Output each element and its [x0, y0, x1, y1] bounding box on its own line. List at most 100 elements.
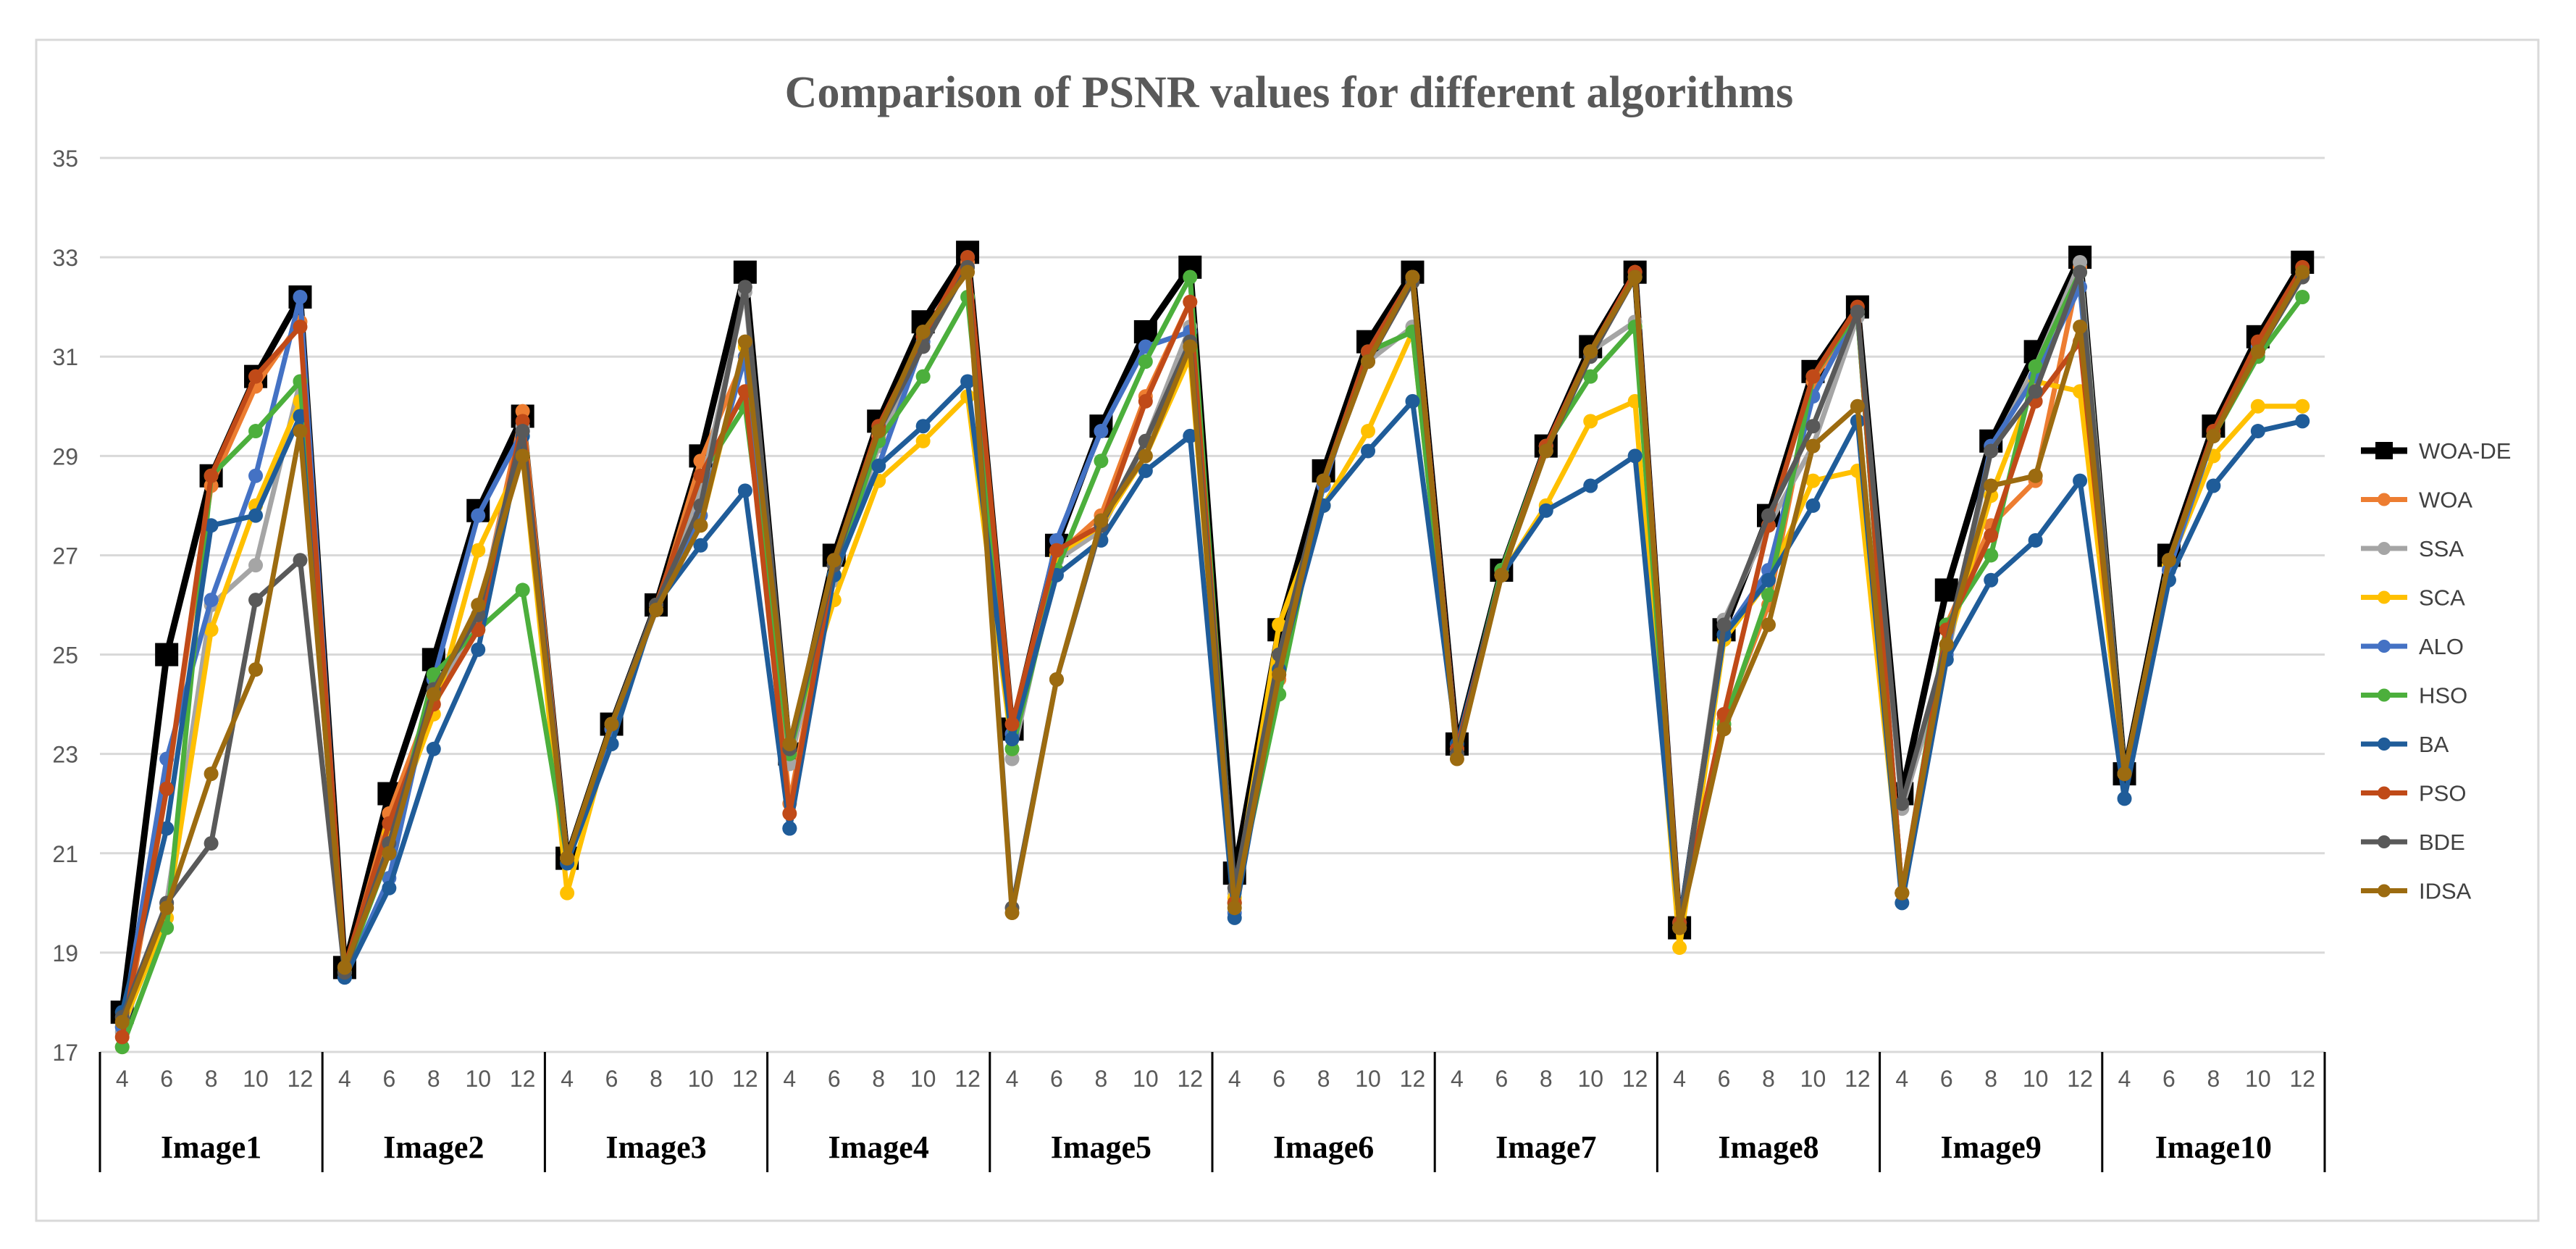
data-point: [204, 622, 219, 638]
x-tick-label: 10: [1355, 1066, 1381, 1092]
x-tick-label: 10: [1133, 1066, 1159, 1092]
data-point: [204, 518, 219, 533]
data-point: [114, 1014, 130, 1029]
data-point: [293, 319, 308, 335]
y-tick-label: 29: [52, 443, 78, 469]
data-point: [471, 642, 486, 657]
data-point: [1449, 751, 1464, 766]
data-point: [1183, 294, 1198, 309]
data-point: [1361, 354, 1376, 369]
data-point: [1094, 454, 1109, 469]
x-tick-label: 4: [338, 1066, 351, 1092]
group-label: Image5: [1051, 1129, 1151, 1165]
legend-label: SCA: [2419, 585, 2465, 611]
x-tick-label: 6: [605, 1066, 618, 1092]
data-point: [960, 374, 976, 389]
data-point: [1761, 588, 1776, 603]
data-point: [560, 851, 575, 866]
data-point: [2028, 359, 2043, 374]
x-tick-label: 10: [910, 1066, 936, 1092]
data-point: [515, 448, 530, 464]
data-point: [1272, 617, 1287, 632]
data-point: [1984, 443, 1999, 459]
x-tick-label: 4: [116, 1066, 129, 1092]
data-point: [159, 781, 175, 796]
y-tick-label: 23: [52, 742, 78, 768]
x-tick-label: 6: [1495, 1066, 1508, 1092]
data-point: [204, 766, 219, 782]
x-tick-label: 6: [828, 1066, 841, 1092]
data-point: [2028, 384, 2043, 399]
legend-marker: [2378, 738, 2391, 751]
data-point: [915, 419, 931, 434]
x-tick-label: 8: [2207, 1066, 2220, 1092]
series-IDSA: [114, 264, 2310, 1029]
data-point: [1227, 901, 1242, 916]
data-point: [114, 1029, 130, 1045]
data-point: [1316, 473, 1331, 488]
data-point: [1761, 572, 1776, 588]
data-point: [1583, 414, 1598, 429]
data-point: [2295, 289, 2310, 304]
data-point: [1805, 438, 1821, 454]
data-point: [155, 643, 179, 667]
data-point: [1138, 448, 1153, 464]
data-point: [915, 324, 931, 339]
legend-marker: [2378, 688, 2391, 702]
data-point: [1004, 732, 1020, 747]
data-point: [1004, 717, 1020, 732]
data-point: [1361, 424, 1376, 439]
data-point: [2250, 424, 2265, 439]
data-point: [515, 404, 530, 419]
legend-item: BDE: [2361, 830, 2465, 855]
data-point: [248, 369, 264, 384]
data-point: [1183, 270, 1198, 285]
series-lines: [110, 241, 2315, 1055]
x-tick-label: 8: [1540, 1066, 1553, 1092]
data-point: [1761, 617, 1776, 632]
legend-item: WOA: [2361, 488, 2472, 513]
data-point: [1805, 473, 1821, 488]
x-tick-label: 12: [1177, 1066, 1203, 1092]
legend-item: WOA-DE: [2361, 438, 2511, 464]
data-point: [426, 741, 441, 756]
legend-item: HSO: [2361, 683, 2467, 709]
data-point: [1895, 796, 1910, 811]
x-tick-label: 6: [382, 1066, 395, 1092]
x-tick-label: 8: [427, 1066, 440, 1092]
series-line: [119, 270, 2305, 1024]
data-point: [1049, 532, 1064, 548]
data-point: [1761, 508, 1776, 523]
chart-title: Comparison of PSNR values for different …: [785, 68, 1794, 117]
group-label: Image7: [1495, 1129, 1596, 1165]
data-point: [1538, 443, 1553, 459]
data-point: [1805, 419, 1821, 434]
data-point: [382, 880, 397, 895]
x-tick-label: 12: [1622, 1066, 1648, 1092]
legend-marker: [2378, 542, 2391, 555]
y-tick-label: 27: [52, 543, 78, 569]
data-point: [1850, 398, 1865, 414]
x-tick-label: 6: [1718, 1066, 1731, 1092]
data-point: [1805, 369, 1821, 384]
data-point: [1895, 895, 1910, 911]
y-tick-label: 35: [52, 146, 78, 172]
data-point: [1405, 270, 1420, 285]
x-tick-label: 10: [688, 1066, 714, 1092]
x-tick-label: 10: [2023, 1066, 2049, 1092]
data-point: [1716, 722, 1732, 737]
legend-item: IDSA: [2361, 879, 2472, 904]
data-point: [2028, 532, 2043, 548]
data-point: [204, 593, 219, 608]
legend-label: HSO: [2419, 683, 2467, 709]
data-point: [248, 558, 264, 573]
y-axis: 17 19 21 23 25 27 29 31 33 35: [52, 146, 78, 1066]
data-point: [1272, 667, 1287, 682]
x-tick-label: 4: [1006, 1066, 1019, 1092]
x-tick-label: 8: [1762, 1066, 1775, 1092]
group-label: Image10: [2155, 1129, 2272, 1165]
data-point: [248, 424, 264, 439]
x-tick-label: 12: [955, 1066, 981, 1092]
data-point: [2295, 264, 2310, 280]
x-tick-label: 8: [872, 1066, 885, 1092]
